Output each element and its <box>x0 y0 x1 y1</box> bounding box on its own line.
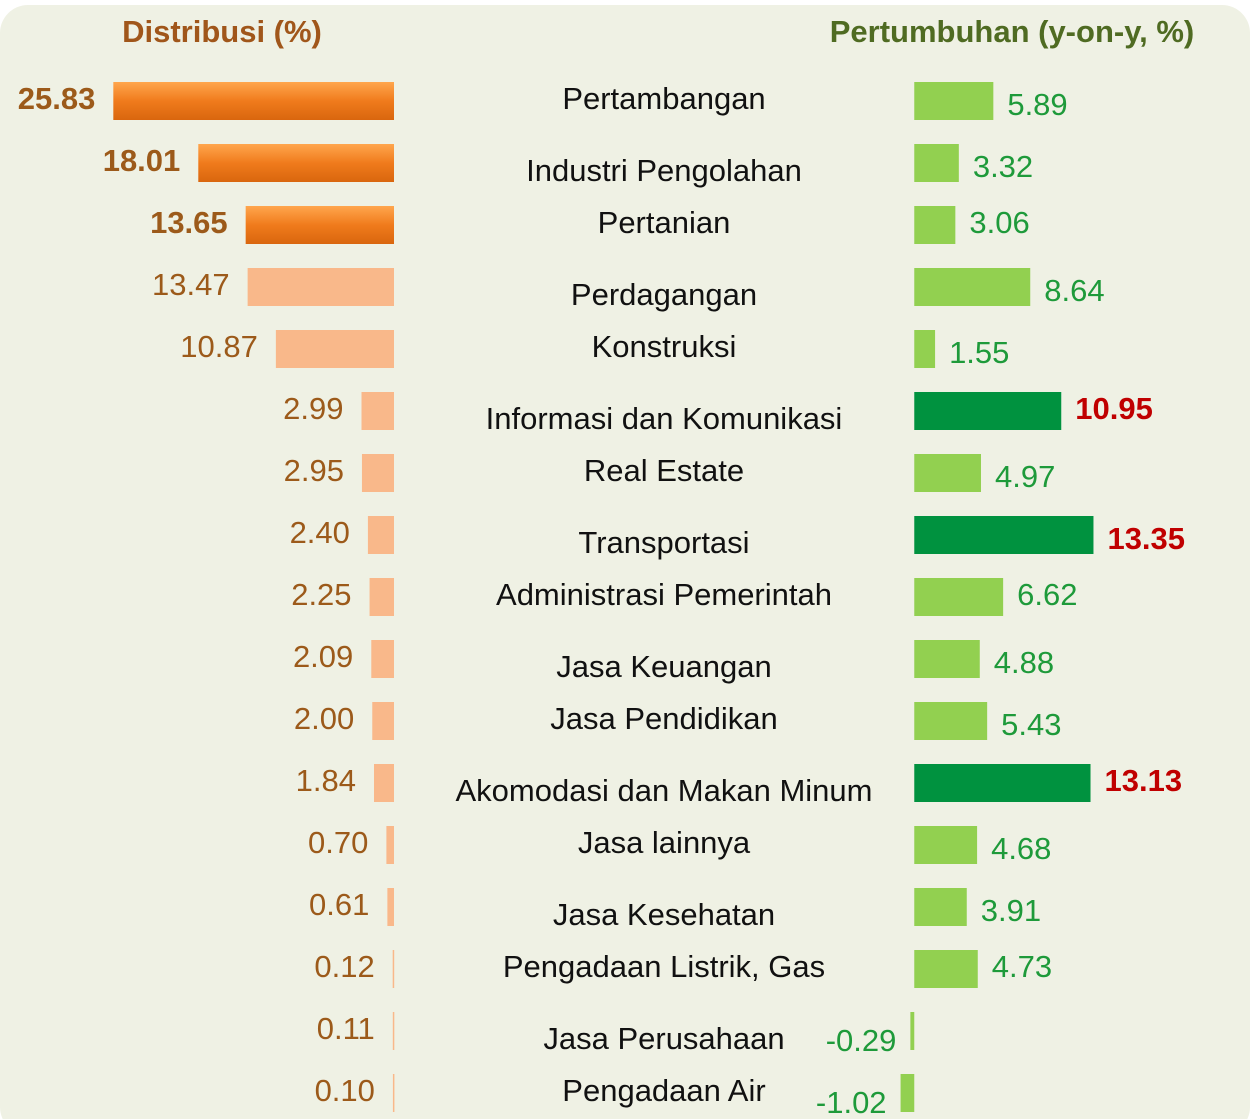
bar <box>914 516 1094 554</box>
category-label: Transportasi <box>578 525 749 560</box>
value-label: 0.61 <box>309 887 369 922</box>
category-label: Informasi dan Komunikasi <box>486 401 843 436</box>
value-label: 0.12 <box>314 949 374 984</box>
bar <box>392 950 395 988</box>
panel-title: Pertumbuhan (y-on-y, %) <box>830 14 1195 49</box>
category-label: Konstruksi <box>592 329 737 364</box>
value-label: 0.10 <box>315 1073 375 1108</box>
value-label: 2.00 <box>294 701 354 736</box>
bar <box>245 206 394 244</box>
category-label: Jasa Perusahaan <box>543 1021 784 1056</box>
bar <box>386 826 394 864</box>
category-label: Pertambangan <box>562 81 765 116</box>
bar <box>914 640 980 678</box>
category-label: Pertanian <box>598 205 731 240</box>
bar <box>914 826 978 864</box>
bar <box>198 144 394 182</box>
category-label: Industri Pengolahan <box>526 153 802 188</box>
bar <box>914 888 967 926</box>
value-label: 13.65 <box>150 205 228 240</box>
value-label: 0.70 <box>308 825 368 860</box>
value-label: 2.40 <box>290 515 350 550</box>
bar <box>392 1074 395 1112</box>
category-label: Pengadaan Listrik, Gas <box>503 949 825 984</box>
value-label: 6.62 <box>1017 577 1077 612</box>
bar <box>369 578 394 616</box>
value-label: 4.73 <box>992 949 1052 984</box>
category-label: Jasa Pendidikan <box>550 701 778 736</box>
bar <box>914 578 1004 616</box>
bar <box>374 764 394 802</box>
bar <box>247 268 394 306</box>
value-label: 4.88 <box>994 645 1054 680</box>
bar <box>361 454 394 492</box>
bar <box>910 1012 915 1050</box>
value-label: -1.02 <box>816 1085 887 1119</box>
value-label: 1.84 <box>296 763 356 798</box>
bar <box>914 206 956 244</box>
bar <box>361 392 394 430</box>
bar <box>392 1012 395 1050</box>
value-label: 5.89 <box>1007 87 1067 122</box>
bar <box>372 702 394 740</box>
bar <box>914 950 978 988</box>
category-label: Jasa lainnya <box>578 825 751 860</box>
bar <box>371 640 394 678</box>
bar <box>914 392 1062 430</box>
bar <box>275 330 394 368</box>
value-label: 4.97 <box>995 459 1055 494</box>
value-label: 1.55 <box>949 335 1009 370</box>
value-label: 13.13 <box>1105 763 1183 798</box>
value-label: 2.09 <box>293 639 353 674</box>
value-label: 25.83 <box>18 81 96 116</box>
category-label: Pengadaan Air <box>562 1073 765 1108</box>
bar <box>387 888 394 926</box>
value-label: 3.32 <box>973 149 1033 184</box>
bar <box>914 268 1031 306</box>
category-label: Administrasi Pemerintah <box>496 577 832 612</box>
value-label: 13.35 <box>1107 521 1185 556</box>
bar <box>367 516 394 554</box>
category-label: Jasa Keuangan <box>556 649 771 684</box>
bar <box>914 144 959 182</box>
bar <box>914 330 936 368</box>
value-label: 8.64 <box>1044 273 1104 308</box>
value-label: -0.29 <box>826 1023 897 1058</box>
panel-title: Distribusi (%) <box>122 14 322 49</box>
bar <box>914 454 981 492</box>
bar <box>900 1074 915 1112</box>
category-label: Perdagangan <box>571 277 757 312</box>
value-label: 2.95 <box>284 453 344 488</box>
value-label: 2.25 <box>291 577 351 612</box>
category-label: Jasa Kesehatan <box>553 897 775 932</box>
bar <box>914 764 1091 802</box>
category-label: Akomodasi dan Makan Minum <box>456 773 873 808</box>
value-label: 10.95 <box>1075 391 1153 426</box>
category-label: Real Estate <box>584 453 744 488</box>
value-label: 10.87 <box>180 329 258 364</box>
value-label: 3.06 <box>969 205 1029 240</box>
bar <box>914 82 994 120</box>
value-label: 5.43 <box>1001 707 1061 742</box>
value-label: 18.01 <box>103 143 181 178</box>
value-label: 0.11 <box>317 1011 375 1046</box>
bar <box>914 702 988 740</box>
bar <box>113 82 395 120</box>
value-label: 13.47 <box>152 267 230 302</box>
value-label: 3.91 <box>981 893 1041 928</box>
value-label: 4.68 <box>991 831 1051 866</box>
value-label: 2.99 <box>283 391 343 426</box>
